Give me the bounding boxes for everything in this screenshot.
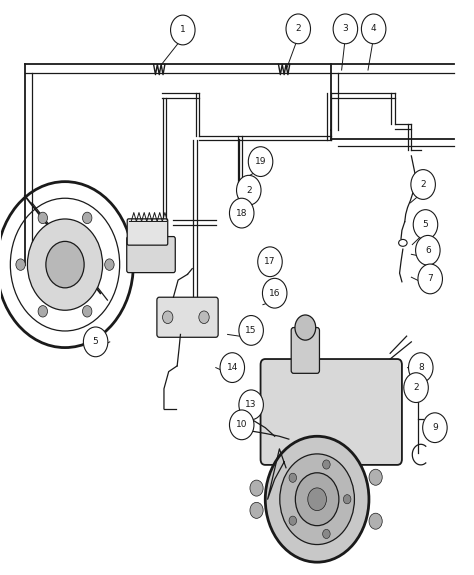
Circle shape (38, 305, 47, 317)
Circle shape (265, 436, 369, 562)
Circle shape (333, 14, 357, 44)
Text: 3: 3 (343, 24, 348, 33)
Circle shape (323, 460, 330, 469)
Circle shape (263, 278, 287, 308)
Text: 7: 7 (428, 274, 433, 283)
Text: 10: 10 (236, 420, 247, 430)
Circle shape (308, 488, 327, 511)
Circle shape (237, 175, 261, 205)
Circle shape (369, 513, 382, 529)
Circle shape (361, 14, 386, 44)
Circle shape (27, 219, 102, 310)
Circle shape (83, 327, 108, 356)
Text: 5: 5 (423, 220, 428, 229)
Text: 1: 1 (180, 25, 186, 34)
Circle shape (220, 352, 245, 382)
Circle shape (258, 247, 282, 277)
Text: 16: 16 (269, 289, 281, 298)
Circle shape (343, 494, 351, 504)
Circle shape (289, 473, 297, 482)
Text: 2: 2 (246, 186, 252, 195)
Circle shape (409, 352, 433, 382)
Text: 8: 8 (418, 363, 424, 372)
Circle shape (229, 410, 254, 440)
Circle shape (105, 259, 114, 270)
Circle shape (239, 390, 264, 420)
Circle shape (289, 516, 297, 525)
Circle shape (369, 469, 382, 485)
Text: 19: 19 (255, 157, 266, 166)
Text: 2: 2 (420, 180, 426, 189)
Circle shape (413, 210, 438, 239)
Text: 9: 9 (432, 423, 438, 432)
Circle shape (418, 264, 442, 294)
Circle shape (163, 311, 173, 324)
Circle shape (82, 305, 92, 317)
Text: 4: 4 (371, 24, 376, 33)
Circle shape (239, 316, 264, 346)
Circle shape (404, 373, 428, 402)
Text: 2: 2 (413, 383, 419, 392)
Circle shape (411, 170, 436, 200)
Circle shape (248, 147, 273, 177)
FancyBboxPatch shape (291, 328, 319, 373)
Text: 17: 17 (264, 257, 276, 266)
Circle shape (46, 242, 84, 288)
Circle shape (323, 530, 330, 539)
FancyBboxPatch shape (127, 236, 175, 273)
Text: 2: 2 (295, 24, 301, 33)
Circle shape (199, 311, 209, 324)
Circle shape (295, 473, 339, 526)
Circle shape (295, 315, 316, 340)
Circle shape (229, 198, 254, 228)
Circle shape (38, 212, 47, 224)
FancyBboxPatch shape (157, 297, 218, 338)
Circle shape (16, 259, 25, 270)
Circle shape (280, 454, 355, 545)
Text: 6: 6 (425, 246, 431, 255)
Circle shape (171, 15, 195, 45)
Text: 13: 13 (246, 400, 257, 409)
Circle shape (241, 405, 255, 421)
Circle shape (286, 14, 310, 44)
Circle shape (416, 235, 440, 265)
Circle shape (82, 212, 92, 224)
Text: 5: 5 (93, 338, 99, 346)
Circle shape (250, 503, 263, 518)
Text: 15: 15 (246, 326, 257, 335)
FancyBboxPatch shape (261, 359, 402, 465)
Circle shape (423, 413, 447, 443)
FancyBboxPatch shape (127, 219, 168, 245)
Text: 18: 18 (236, 209, 247, 217)
Text: 14: 14 (227, 363, 238, 372)
Circle shape (250, 480, 263, 496)
